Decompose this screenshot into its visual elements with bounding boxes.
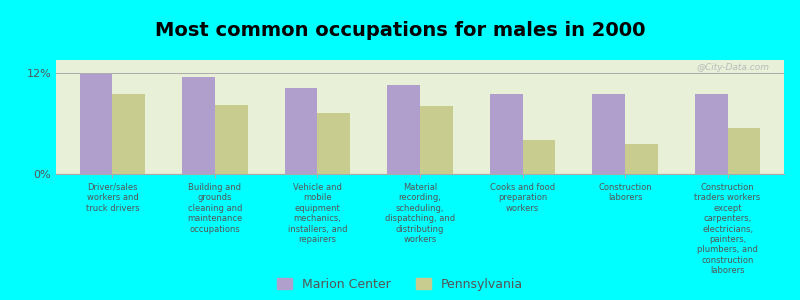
Bar [112,94,146,174]
Bar [625,144,658,174]
Text: Construction
traders workers
except
carpenters,
electricians,
painters,
plumbers: Construction traders workers except carp… [694,183,761,275]
Bar [728,128,761,174]
Text: Driver/sales
workers and
truck drivers: Driver/sales workers and truck drivers [86,183,139,213]
Bar [592,94,625,174]
Bar [215,105,248,174]
Text: @City-Data.com: @City-Data.com [697,63,770,72]
Text: Building and
grounds
cleaning and
maintenance
occupations: Building and grounds cleaning and mainte… [187,183,242,234]
Bar [285,88,318,174]
Bar [182,77,215,174]
Text: Material
recording,
scheduling,
dispatching, and
distributing
workers: Material recording, scheduling, dispatch… [385,183,455,244]
Text: Vehicle and
mobile
equipment
mechanics,
installers, and
repairers: Vehicle and mobile equipment mechanics, … [288,183,347,244]
Legend: Marion Center, Pennsylvania: Marion Center, Pennsylvania [277,278,523,291]
Bar [694,94,728,174]
Text: Most common occupations for males in 2000: Most common occupations for males in 200… [154,21,646,40]
Bar [318,113,350,174]
Text: Cooks and food
preparation
workers: Cooks and food preparation workers [490,183,555,213]
Bar [79,74,112,174]
Bar [420,106,453,174]
Bar [387,85,420,174]
Text: Construction
laborers: Construction laborers [598,183,652,203]
Bar [522,140,555,174]
Bar [490,94,522,174]
